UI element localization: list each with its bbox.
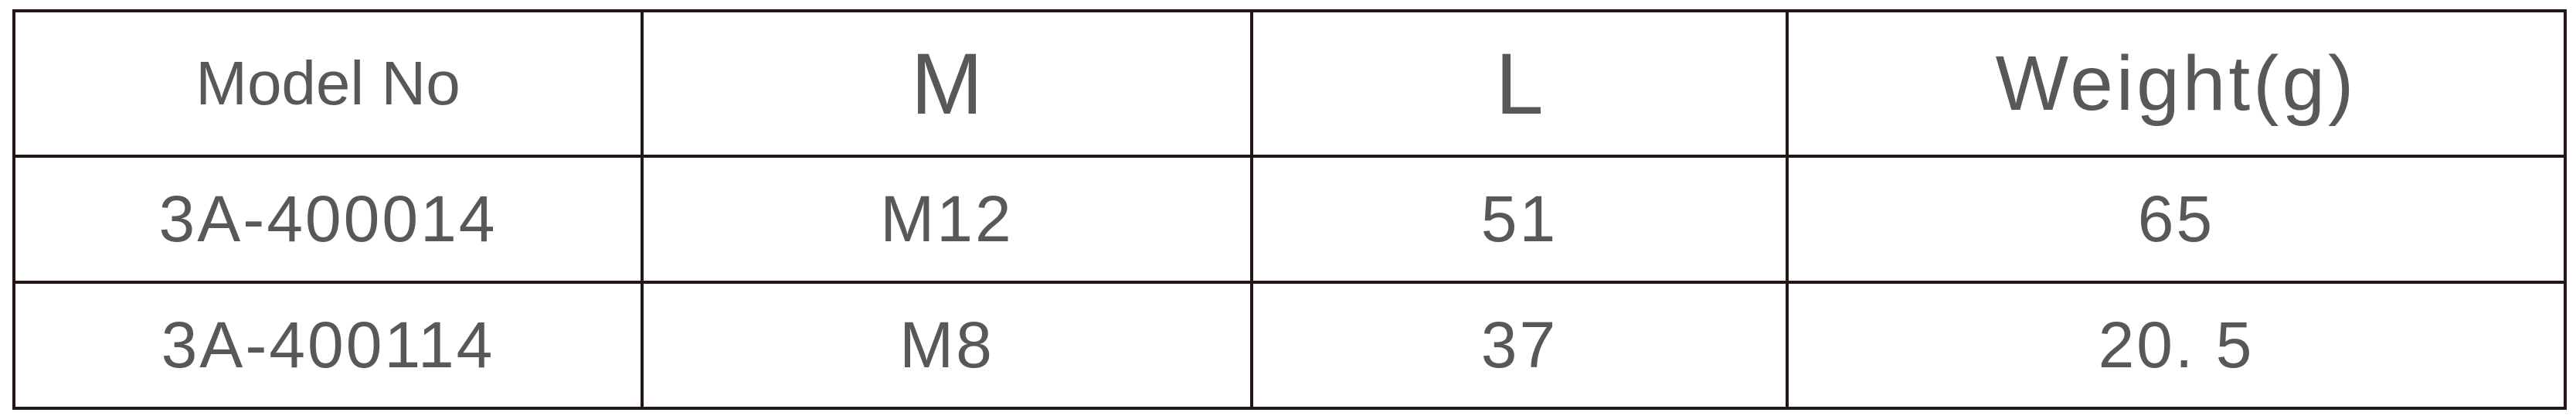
cell-weight: 20. 5 — [1786, 281, 2567, 410]
cell-model-no: 3A-400014 — [12, 155, 644, 284]
table-row: 3A-400014 M12 51 65 — [12, 155, 2567, 284]
cell-l: 37 — [1250, 281, 1789, 410]
header-l: L — [1250, 9, 1789, 158]
header-m: M — [641, 9, 1253, 158]
cell-m: M12 — [641, 155, 1253, 284]
header-model-no: Model No — [12, 9, 644, 158]
cell-l: 51 — [1250, 155, 1789, 284]
cell-m: M8 — [641, 281, 1253, 410]
header-row: Model No M L Weight(g) — [12, 9, 2567, 158]
cell-weight: 65 — [1786, 155, 2567, 284]
table-row: 3A-400114 M8 37 20. 5 — [12, 281, 2567, 410]
header-weight: Weight(g) — [1786, 9, 2567, 158]
cell-model-no: 3A-400114 — [12, 281, 644, 410]
spec-table: Model No M L Weight(g) 3A-400014 M12 51 … — [12, 9, 2567, 410]
